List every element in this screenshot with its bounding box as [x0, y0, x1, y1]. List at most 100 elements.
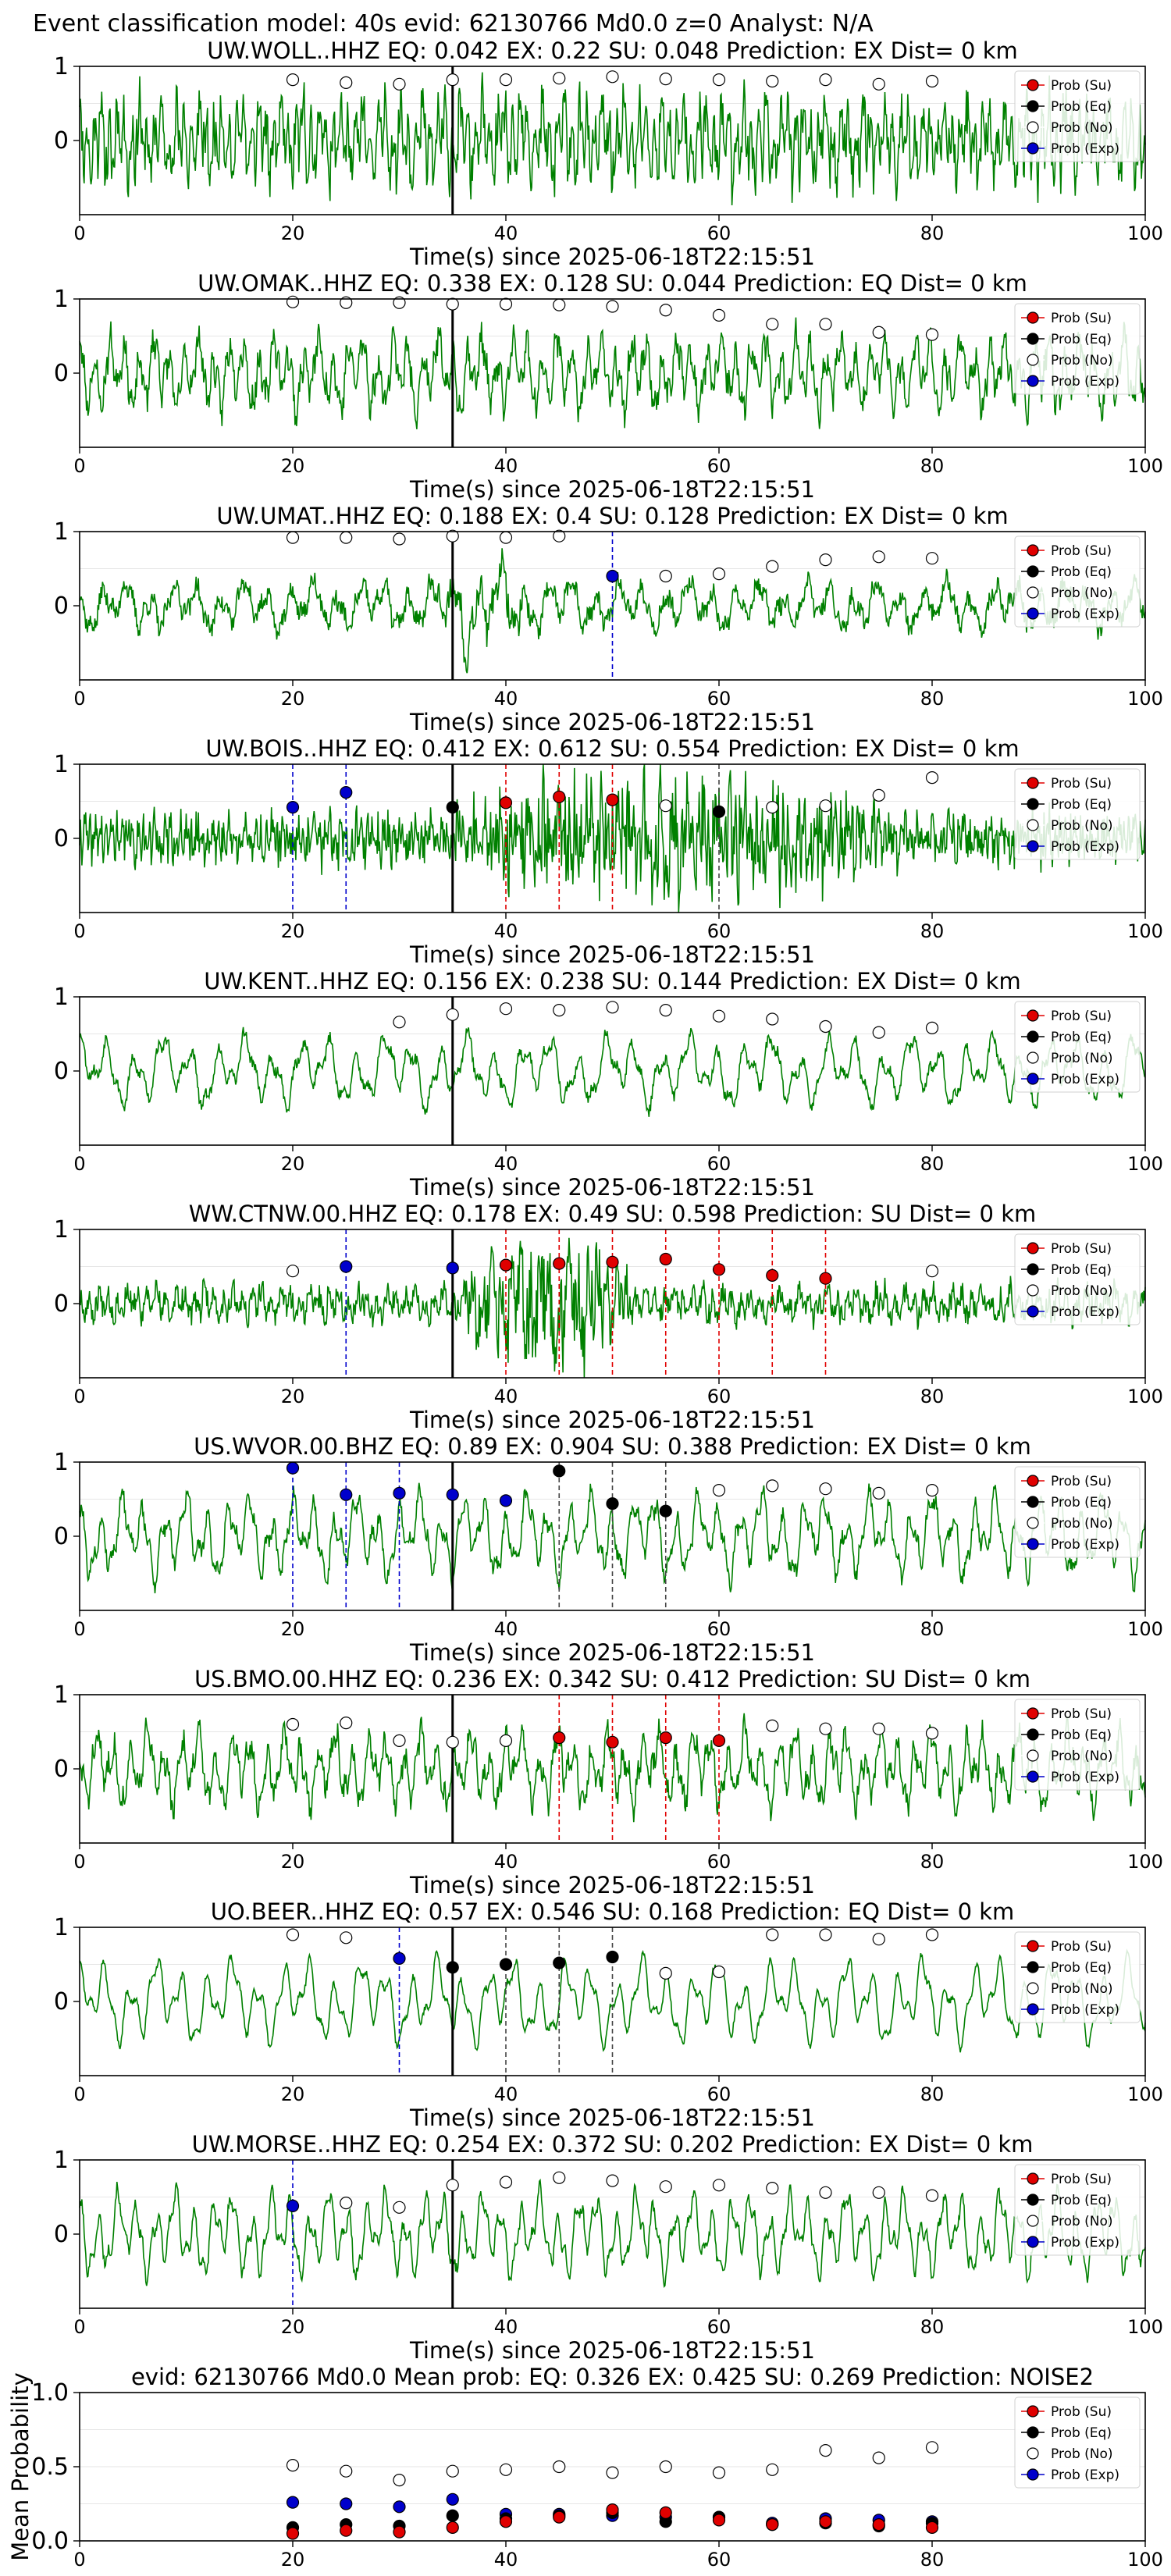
x-tick-label: 40: [494, 2083, 518, 2105]
mean-prob-point-no: [766, 2463, 779, 2476]
legend-marker-eq: [1027, 100, 1039, 112]
legend: Prob (Su) Prob (Eq) Prob (No) Prob (Exp): [1014, 535, 1141, 628]
legend-marker-eq: [1027, 1030, 1039, 1043]
mean-prob-point-su: [286, 2527, 300, 2540]
mean-prob-point-no: [712, 2466, 726, 2479]
legend-marker-no: [1027, 354, 1039, 366]
x-tick-label: 80: [920, 1851, 945, 1873]
prob-point-no: [712, 1009, 726, 1023]
prob-point-no: [553, 1003, 566, 1017]
legend: Prob (Su) Prob (Eq) Prob (No) Prob (Exp): [1014, 1931, 1141, 2023]
panel-title: US.WVOR.00.BHZ EQ: 0.89 EX: 0.904 SU: 0.…: [194, 1433, 1031, 1460]
x-tick-label: 100: [1127, 1386, 1163, 1407]
prob-point-no: [925, 1483, 939, 1497]
x-tick-label: 100: [1127, 2316, 1163, 2338]
legend-marker-no: [1027, 819, 1039, 831]
legend-marker-no: [1027, 121, 1039, 133]
panel-10: UW.MORSE..HHZ EQ: 0.254 EX: 0.372 SU: 0.…: [54, 2131, 1163, 2364]
x-tick-label: 80: [920, 2316, 945, 2338]
x-tick-label: 100: [1127, 1153, 1163, 1175]
legend-label: Prob (Exp): [1051, 374, 1119, 390]
prob-point-no: [606, 300, 619, 313]
prob-point-no: [499, 1734, 513, 1747]
prob-point-no: [766, 318, 779, 331]
panel-1: UW.WOLL..HHZ EQ: 0.042 EX: 0.22 SU: 0.04…: [54, 37, 1163, 270]
prob-point-exp: [340, 1260, 353, 1273]
prob-point-no: [340, 2197, 353, 2210]
mean-prob-point-eq: [446, 2509, 459, 2522]
x-tick-label: 20: [281, 2316, 305, 2338]
x-tick-label: 40: [494, 1153, 518, 1175]
prob-point-no: [446, 1735, 459, 1749]
legend-box: [1014, 1001, 1141, 1093]
prob-point-exp: [393, 1952, 406, 1965]
prob-point-no: [340, 76, 353, 90]
x-tick-label: 0: [73, 2549, 85, 2571]
legend-label: Prob (Eq): [1051, 1960, 1112, 1976]
legend: Prob (Su) Prob (Eq) Prob (No) Prob (Exp): [1014, 1233, 1141, 1325]
x-tick-label: 100: [1127, 920, 1163, 942]
x-tick-label: 80: [920, 920, 945, 942]
x-tick-label: 40: [494, 455, 518, 477]
legend-label: Prob (Eq): [1051, 1727, 1112, 1743]
prob-point-eq: [446, 800, 459, 814]
x-tick-label: 80: [920, 2083, 945, 2105]
prob-point-no: [286, 1717, 300, 1731]
waveform-trace: [79, 317, 1146, 429]
x-axis-label: Time(s) since 2025-06-18T22:15:51: [409, 1639, 815, 1666]
x-axis-label: Time(s) since 2025-06-18T22:15:51: [409, 476, 815, 503]
mean-prob-point-su: [606, 2503, 619, 2517]
legend-label: Prob (Su): [1051, 1241, 1112, 1257]
prob-point-eq: [659, 1504, 672, 1517]
prob-point-no: [393, 296, 406, 309]
y-tick-label: 0: [54, 1988, 69, 2016]
mean-prob-point-exp: [446, 2492, 459, 2506]
x-tick-label: 40: [494, 1618, 518, 1640]
waveform-trace: [79, 2178, 1146, 2288]
legend-label: Prob (Exp): [1051, 141, 1119, 157]
prob-point-no: [340, 1717, 353, 1730]
legend-marker-exp: [1027, 1538, 1039, 1550]
waveform-trace: [79, 548, 1146, 674]
legend-marker-su: [1027, 1242, 1039, 1254]
prob-point-no: [819, 318, 832, 331]
x-tick-label: 100: [1127, 688, 1163, 710]
prob-point-no: [340, 296, 353, 309]
legend-marker-eq: [1027, 1263, 1039, 1276]
panel-8: US.BMO.00.HHZ EQ: 0.236 EX: 0.342 SU: 0.…: [54, 1666, 1163, 1898]
legend-marker-exp: [1027, 1770, 1039, 1783]
legend-label: Prob (Eq): [1051, 99, 1112, 115]
mean-prob-point-su: [553, 2510, 566, 2524]
legend-marker-exp: [1027, 2468, 1039, 2481]
x-tick-label: 0: [73, 222, 85, 244]
legend-label: Prob (Eq): [1051, 1030, 1112, 1045]
prob-point-no: [872, 1486, 885, 1500]
mean-prob-point-su: [712, 2514, 726, 2527]
prob-point-no: [819, 1482, 832, 1496]
legend-label: Prob (Eq): [1051, 564, 1112, 580]
prob-point-no: [499, 297, 513, 311]
panel-title: UW.OMAK..HHZ EQ: 0.338 EX: 0.128 SU: 0.0…: [198, 270, 1027, 297]
prob-point-no: [499, 1002, 513, 1016]
prob-point-su: [659, 1731, 672, 1745]
y-tick-label: 0.0: [31, 2528, 69, 2555]
x-tick-label: 0: [73, 2083, 85, 2105]
legend-label: Prob (No): [1051, 1516, 1113, 1532]
prob-point-no: [393, 2201, 406, 2214]
panel-title: UW.WOLL..HHZ EQ: 0.042 EX: 0.22 SU: 0.04…: [207, 37, 1018, 64]
legend-marker-no: [1027, 1982, 1039, 1994]
prob-point-exp: [606, 569, 619, 583]
x-tick-label: 40: [494, 2316, 518, 2338]
legend-marker-eq: [1027, 2426, 1039, 2439]
mean-prob-point-no: [393, 2474, 406, 2487]
prob-point-no: [712, 2179, 726, 2192]
figure-title: Event classification model: 40s evid: 62…: [33, 10, 874, 37]
legend-marker-no: [1027, 2215, 1039, 2227]
prob-point-no: [553, 529, 566, 543]
legend-label: Prob (No): [1051, 1749, 1113, 1764]
mean-prob-point-no: [819, 2444, 832, 2457]
legend-marker-eq: [1027, 333, 1039, 345]
x-tick-label: 80: [920, 688, 945, 710]
prob-point-no: [925, 552, 939, 565]
prob-point-su: [606, 1735, 619, 1749]
